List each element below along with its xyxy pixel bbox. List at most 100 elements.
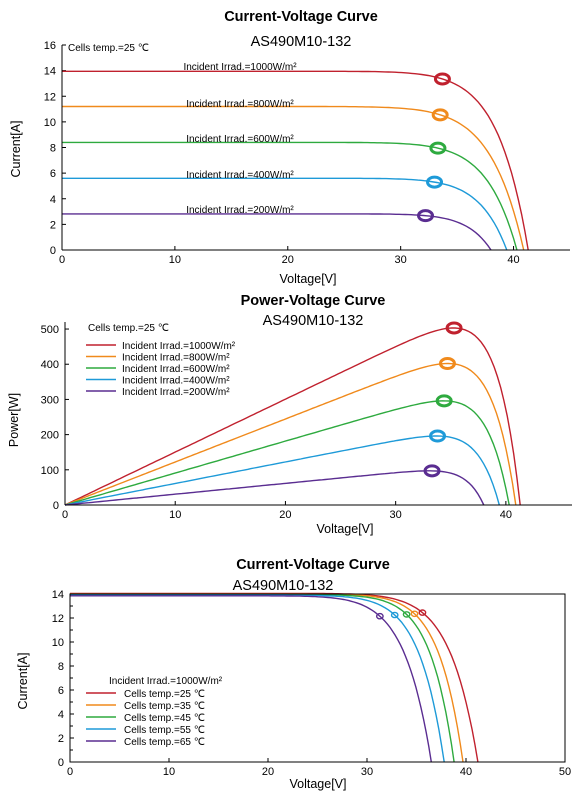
mpp-markers — [375, 609, 427, 620]
y-tick-14: 14 — [52, 589, 64, 601]
peak-marker-incident-irrad-200w-m — [423, 464, 441, 478]
y-tick-6: 6 — [58, 685, 64, 697]
x-tick-0: 0 — [59, 254, 65, 266]
x-axis-label: Voltage[V] — [317, 522, 374, 536]
y-tick-labels: 0 100 200 300 400 500 — [41, 324, 59, 512]
y-tick-100: 100 — [41, 465, 59, 477]
peak-marker-incident-irrad-600w-m — [435, 394, 453, 408]
legend-label-200: Incident Irrad.=200W/m² — [122, 387, 230, 398]
x-tick-0: 0 — [62, 509, 68, 521]
curve-cells-temp-65 — [70, 595, 432, 763]
chart-subtitle: AS490M10-132 — [233, 578, 334, 594]
curve-incident-irrad-400w-m — [64, 435, 500, 506]
x-axis-label: Voltage[V] — [290, 777, 347, 791]
x-tick-20: 20 — [279, 509, 291, 521]
legend-label-1000: Incident Irrad.=1000W/m² — [122, 341, 236, 352]
mpp-marker-cells-temp-45 — [402, 611, 411, 618]
y-tick-4: 4 — [58, 709, 64, 721]
x-tick-labels: 0 10 20 30 40 — [62, 509, 512, 521]
mpp-marker-cells-temp-35 — [410, 610, 419, 618]
legend-label-600: Incident Irrad.=600W/m² — [122, 364, 230, 375]
curve-incident-irrad-600w-m — [62, 141, 518, 251]
y-tick-0: 0 — [58, 757, 64, 769]
legend-title: Incident Irrad.=1000W/m² — [109, 676, 223, 687]
y-tick-10: 10 — [52, 637, 64, 649]
peak-marker-incident-irrad-400w-m — [429, 429, 447, 443]
x-tick-30: 30 — [390, 509, 402, 521]
series-labels: Incident Irrad.=1000W/m² Incident Irrad.… — [183, 62, 297, 216]
legend-label-65c: Cells temp.=65 ℃ — [124, 737, 205, 748]
series-label-800: Incident Irrad.=800W/m² — [186, 99, 294, 110]
x-tick-labels: 0 10 20 30 40 — [59, 254, 520, 266]
legend-label-25c: Cells temp.=25 ℃ — [124, 689, 205, 700]
plot-frame — [69, 593, 566, 763]
legend-label-55c: Cells temp.=55 ℃ — [124, 725, 205, 736]
mpp-marker-incident-irrad-800w-m — [431, 108, 449, 122]
x-axis-label: Voltage[V] — [280, 272, 337, 286]
x-tick-40: 40 — [460, 766, 472, 778]
x-tick-10: 10 — [169, 509, 181, 521]
temperature-annotation: Cells temp.=25 ℃ — [68, 43, 149, 54]
series-label-200: Incident Irrad.=200W/m² — [186, 205, 294, 216]
chart-title: Current-Voltage Curve — [236, 557, 390, 573]
legend: Incident Irrad.=1000W/m² Cells temp.=25 … — [86, 676, 223, 748]
legend-label-35c: Cells temp.=35 ℃ — [124, 701, 205, 712]
y-tick-2: 2 — [50, 219, 56, 231]
series-label-400: Incident Irrad.=400W/m² — [186, 170, 294, 181]
y-tick-labels: 0 2 4 6 8 10 12 14 16 — [44, 40, 56, 257]
x-tick-labels: 0 10 20 30 40 50 — [67, 766, 571, 778]
x-tick-10: 10 — [163, 766, 175, 778]
x-tick-10: 10 — [169, 254, 181, 266]
mpp-marker-incident-irrad-400w-m — [426, 175, 444, 189]
x-tick-20: 20 — [282, 254, 294, 266]
y-tick-400: 400 — [41, 359, 59, 371]
curve-incident-irrad-1000w-m — [64, 327, 521, 506]
y-tick-2: 2 — [58, 733, 64, 745]
legend-label-800: Incident Irrad.=800W/m² — [122, 353, 230, 364]
peak-markers — [423, 321, 463, 478]
curve-incident-irrad-1000w-m — [62, 70, 529, 251]
y-tick-0: 0 — [53, 500, 59, 512]
x-tick-30: 30 — [361, 766, 373, 778]
x-tick-40: 40 — [500, 509, 512, 521]
y-tick-0: 0 — [50, 245, 56, 257]
chart-subtitle: AS490M10-132 — [263, 313, 364, 329]
mpp-marker-cells-temp-25 — [418, 609, 427, 616]
y-tick-500: 500 — [41, 324, 59, 336]
y-axis-label: Power[W] — [7, 393, 21, 447]
y-axis-label: Current[A] — [16, 653, 30, 710]
y-tick-4: 4 — [50, 194, 56, 206]
x-tick-20: 20 — [262, 766, 274, 778]
chart-iv-irradiance: Current-Voltage Curve AS490M10-132 Cells… — [9, 9, 570, 286]
y-axis-label: Current[A] — [9, 121, 23, 178]
legend-label-45c: Cells temp.=45 ℃ — [124, 713, 205, 724]
y-tick-labels: 0 2 4 6 8 10 12 14 — [52, 589, 64, 769]
y-tick-300: 300 — [41, 394, 59, 406]
plot-border — [69, 593, 566, 763]
chart-pv-irradiance: Power-Voltage Curve AS490M10-132 Cells t… — [7, 293, 572, 536]
x-tick-50: 50 — [559, 766, 571, 778]
y-tick-16: 16 — [44, 40, 56, 52]
series-label-600: Incident Irrad.=600W/m² — [186, 134, 294, 145]
y-tick-14: 14 — [44, 66, 56, 78]
mpp-marker-incident-irrad-1000w-m — [433, 72, 451, 86]
series-curves — [62, 70, 529, 251]
peak-marker-incident-irrad-1000w-m — [445, 321, 463, 335]
y-tick-12: 12 — [44, 91, 56, 103]
y-tick-12: 12 — [52, 613, 64, 625]
mpp-markers — [417, 72, 451, 223]
x-tick-30: 30 — [395, 254, 407, 266]
x-tick-0: 0 — [67, 766, 73, 778]
mpp-marker-incident-irrad-600w-m — [429, 141, 447, 155]
mpp-marker-incident-irrad-200w-m — [417, 209, 435, 223]
y-tick-8: 8 — [50, 143, 56, 155]
chart-title: Current-Voltage Curve — [224, 9, 378, 25]
mpp-marker-cells-temp-65 — [375, 612, 384, 620]
chart-subtitle: AS490M10-132 — [251, 34, 352, 50]
peak-marker-incident-irrad-800w-m — [438, 357, 456, 371]
mpp-marker-cells-temp-55 — [390, 611, 399, 619]
plot-frame — [64, 322, 572, 506]
y-tick-200: 200 — [41, 430, 59, 442]
